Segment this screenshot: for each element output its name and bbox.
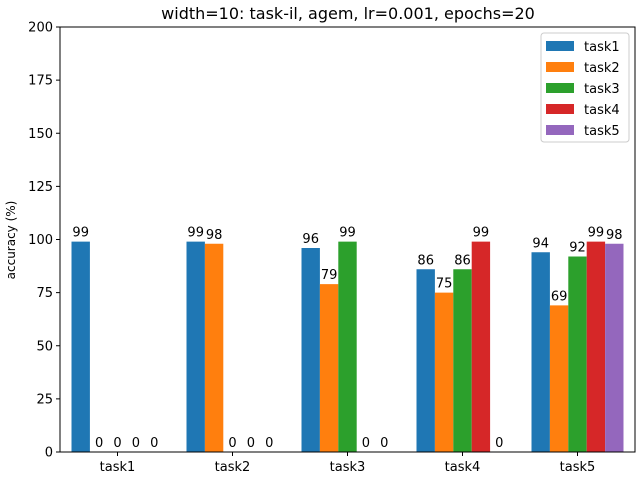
bar-value-label: 92 [569, 241, 586, 256]
bar-task2-task2 [204, 243, 224, 452]
bar-value-label: 0 [132, 436, 140, 451]
y-tick-label: 0 [45, 446, 53, 461]
x-axis: task1 task2 task3 task4 task5 [100, 452, 596, 475]
bar-value-label: 98 [606, 228, 623, 243]
legend-label: task5 [584, 124, 620, 139]
bar-value-label: 86 [417, 253, 434, 268]
legend-swatch-task1 [546, 41, 574, 51]
legend-label: task3 [584, 82, 620, 97]
bar-task5-task5 [605, 243, 624, 452]
x-tick-label: task5 [560, 460, 596, 475]
y-axis-label: accuracy (%) [4, 201, 18, 280]
bar-value-label: 99 [72, 226, 89, 241]
legend-label: task4 [584, 103, 620, 118]
bar-task4-task5 [586, 241, 606, 452]
y-tick-label: 25 [36, 392, 53, 407]
y-tick-label: 125 [28, 180, 53, 195]
y-tick-label: 100 [28, 233, 53, 248]
bar-value-label: 0 [495, 436, 503, 451]
legend-swatch-task4 [546, 104, 574, 114]
bar-value-label: 0 [228, 436, 236, 451]
bar-value-label: 0 [362, 436, 370, 451]
bar-task1-task4 [416, 269, 435, 452]
y-tick-label: 50 [36, 339, 53, 354]
bar-value-label: 99 [339, 226, 356, 241]
bar-value-label: 0 [247, 436, 255, 451]
x-tick-label: task3 [330, 460, 366, 475]
bar-value-label: 86 [454, 253, 471, 268]
legend-swatch-task5 [546, 125, 574, 135]
bar-value-label: 0 [380, 436, 388, 451]
bar-value-label: 99 [473, 226, 490, 241]
bar-task3-task3 [338, 241, 357, 452]
legend-swatch-task3 [546, 83, 574, 93]
bar-task1-task2 [186, 241, 205, 452]
legend-label: task2 [584, 61, 620, 76]
bar-task1-task1 [71, 241, 90, 452]
y-tick-label: 150 [28, 127, 53, 142]
bar-task2-task5 [549, 305, 569, 452]
bar-value-label: 75 [436, 277, 453, 292]
y-tick-label: 75 [36, 286, 53, 301]
bar-task4-task4 [471, 241, 491, 452]
bar-task2-task4 [434, 292, 454, 452]
x-tick-label: task4 [445, 460, 481, 475]
y-tick-label: 175 [28, 74, 53, 89]
legend-box [540, 32, 630, 143]
bar-value-label: 79 [321, 268, 338, 283]
bar-task1-task5 [531, 252, 550, 452]
bar-value-label: 0 [113, 436, 121, 451]
legend: task1 task2 task3 task4 task5 [540, 32, 630, 143]
x-tick-label: task1 [100, 460, 136, 475]
y-tick-label: 200 [28, 21, 53, 36]
bar-task2-task3 [319, 284, 339, 452]
bar-value-label: 0 [265, 436, 273, 451]
bar-value-label: 94 [532, 236, 549, 251]
legend-swatch-task2 [546, 62, 574, 72]
bar-task1-task3 [301, 248, 320, 452]
legend-label: task1 [584, 40, 620, 55]
bar-value-label: 96 [302, 232, 319, 247]
bar-task3-task5 [568, 256, 587, 452]
bar-value-label: 99 [588, 226, 605, 241]
bars-group [71, 241, 624, 452]
bar-value-label: 0 [150, 436, 158, 451]
x-tick-label: task2 [215, 460, 251, 475]
chart-title: width=10: task-il, agem, lr=0.001, epoch… [161, 4, 535, 23]
bar-value-label: 0 [95, 436, 103, 451]
bar-value-label: 69 [551, 289, 568, 304]
y-axis: 0 25 50 75 100 125 150 175 200 [28, 21, 60, 461]
bar-task3-task4 [453, 269, 472, 452]
bar-value-label: 99 [187, 226, 204, 241]
bar-value-label: 98 [206, 228, 223, 243]
